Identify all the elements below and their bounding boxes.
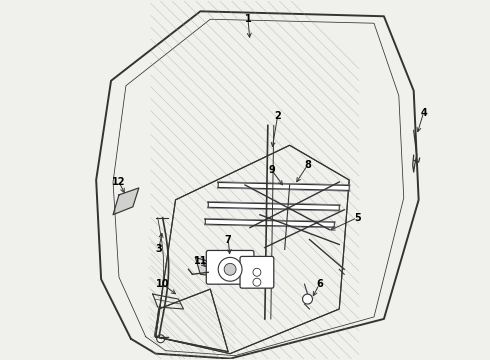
Polygon shape <box>113 188 139 215</box>
Text: 11: 11 <box>194 256 207 266</box>
Text: 3: 3 <box>155 244 162 255</box>
FancyBboxPatch shape <box>240 256 274 288</box>
Text: 5: 5 <box>354 213 361 223</box>
Text: 12: 12 <box>112 177 126 187</box>
Text: 7: 7 <box>225 234 231 244</box>
Text: 10: 10 <box>156 279 170 289</box>
Circle shape <box>253 278 261 286</box>
Polygon shape <box>205 219 334 227</box>
Polygon shape <box>218 183 349 190</box>
Text: 9: 9 <box>269 165 275 175</box>
Circle shape <box>157 335 165 343</box>
Text: 6: 6 <box>316 279 323 289</box>
Text: 1: 1 <box>245 14 251 24</box>
Text: 8: 8 <box>304 160 311 170</box>
Circle shape <box>253 268 261 276</box>
Circle shape <box>224 264 236 275</box>
Polygon shape <box>208 202 339 210</box>
FancyBboxPatch shape <box>206 251 254 284</box>
Circle shape <box>218 257 242 281</box>
Text: 2: 2 <box>274 111 281 121</box>
Polygon shape <box>196 257 222 277</box>
Circle shape <box>302 294 313 304</box>
Text: 4: 4 <box>420 108 427 117</box>
